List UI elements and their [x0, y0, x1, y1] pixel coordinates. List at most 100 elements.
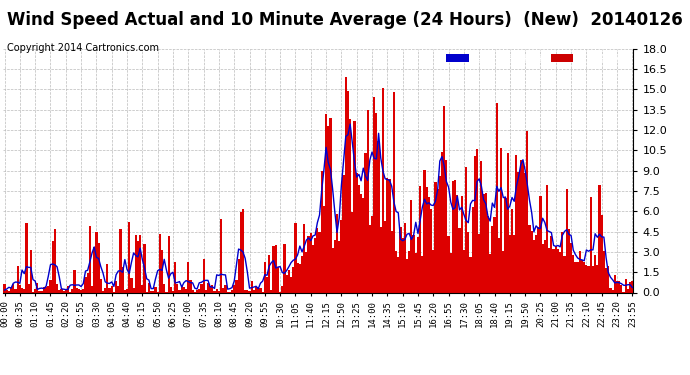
Bar — [474, 156, 476, 292]
Bar — [540, 196, 542, 292]
Bar — [26, 222, 28, 292]
Bar — [544, 240, 546, 292]
Bar — [284, 244, 286, 292]
Bar — [592, 267, 594, 292]
Bar — [533, 240, 535, 292]
Bar — [192, 290, 194, 292]
Bar — [327, 126, 329, 292]
Bar — [445, 159, 448, 292]
Bar — [97, 243, 99, 292]
Bar — [220, 219, 222, 292]
Bar — [572, 255, 574, 292]
Bar — [106, 264, 108, 292]
Bar — [325, 114, 327, 292]
Bar — [548, 248, 551, 292]
Bar — [301, 256, 303, 292]
Bar — [587, 266, 590, 292]
Bar — [467, 232, 469, 292]
Bar — [362, 198, 364, 292]
Bar — [253, 290, 255, 292]
Bar — [413, 235, 415, 292]
Bar — [224, 285, 226, 292]
Bar — [557, 249, 559, 292]
Bar — [89, 226, 91, 292]
Bar — [23, 289, 26, 292]
Bar — [110, 286, 113, 292]
Bar — [497, 238, 500, 292]
Bar — [336, 213, 338, 292]
Bar — [21, 288, 23, 292]
Bar — [411, 200, 413, 292]
Bar — [364, 153, 366, 292]
Bar — [54, 230, 56, 292]
Bar — [551, 236, 553, 292]
Bar — [511, 209, 513, 292]
Bar — [130, 278, 132, 292]
Bar — [168, 236, 170, 292]
Bar — [347, 92, 349, 292]
Bar — [187, 262, 189, 292]
Bar — [183, 287, 185, 292]
Bar — [141, 285, 144, 292]
Bar — [246, 290, 248, 292]
Bar — [78, 289, 80, 292]
Bar — [538, 227, 540, 292]
Bar — [529, 225, 531, 292]
Bar — [611, 290, 613, 292]
Bar — [520, 160, 522, 292]
Bar — [594, 255, 596, 292]
Bar — [426, 187, 428, 292]
Bar — [155, 287, 157, 292]
Bar — [12, 284, 14, 292]
Bar — [124, 290, 126, 292]
Bar — [627, 289, 629, 292]
Bar — [56, 284, 58, 292]
Bar — [273, 246, 275, 292]
Bar — [384, 221, 386, 292]
Bar — [209, 286, 211, 292]
Bar — [478, 234, 480, 292]
Bar — [598, 185, 600, 292]
Bar — [600, 215, 603, 292]
Bar — [493, 217, 495, 292]
Bar — [19, 285, 21, 292]
Bar — [484, 193, 487, 292]
Bar — [14, 289, 17, 292]
Bar — [297, 263, 299, 292]
Bar — [616, 281, 618, 292]
Bar — [424, 170, 426, 292]
Bar — [332, 248, 334, 292]
Bar — [553, 249, 555, 292]
Bar — [202, 259, 205, 292]
Bar — [368, 225, 371, 292]
Bar — [102, 291, 104, 292]
Bar — [185, 289, 187, 292]
Bar — [353, 122, 355, 292]
Bar — [235, 280, 237, 292]
Bar — [41, 291, 43, 292]
Bar — [373, 97, 375, 292]
Bar — [196, 290, 198, 292]
Bar — [345, 76, 347, 292]
Bar — [579, 251, 581, 292]
Bar — [211, 285, 213, 292]
Bar — [382, 88, 384, 292]
Bar — [135, 235, 137, 292]
Bar — [73, 270, 76, 292]
Bar — [397, 257, 400, 292]
Bar — [629, 282, 631, 292]
Bar — [400, 227, 402, 292]
Bar — [323, 206, 325, 292]
Bar — [334, 240, 336, 292]
Bar — [452, 181, 454, 292]
Bar — [585, 264, 587, 292]
Bar — [613, 274, 616, 292]
Bar — [47, 286, 50, 292]
Bar — [435, 182, 437, 292]
Bar — [476, 149, 478, 292]
Bar — [150, 291, 152, 292]
Bar — [375, 113, 377, 292]
Bar — [428, 197, 430, 292]
Bar — [388, 179, 391, 292]
Bar — [342, 175, 345, 292]
